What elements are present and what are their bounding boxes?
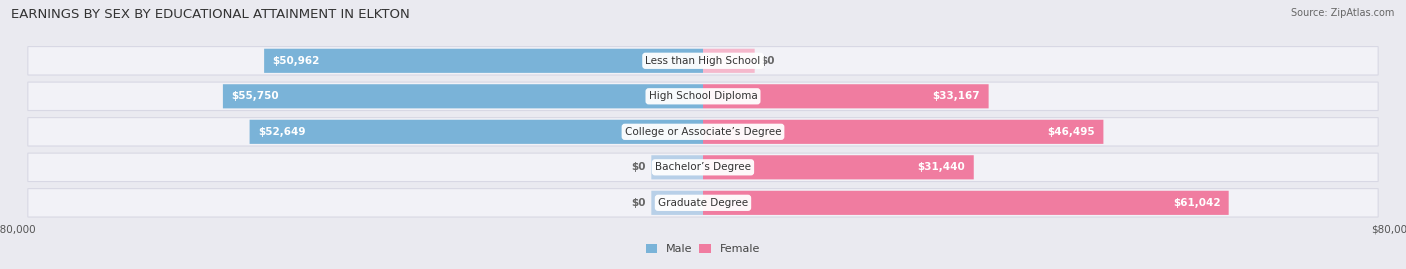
Legend: Male, Female: Male, Female (647, 244, 759, 254)
Text: $52,649: $52,649 (257, 127, 305, 137)
FancyBboxPatch shape (28, 82, 1378, 111)
Text: EARNINGS BY SEX BY EDUCATIONAL ATTAINMENT IN ELKTON: EARNINGS BY SEX BY EDUCATIONAL ATTAINMEN… (11, 8, 411, 21)
FancyBboxPatch shape (250, 120, 703, 144)
Text: Less than High School: Less than High School (645, 56, 761, 66)
Text: Bachelor’s Degree: Bachelor’s Degree (655, 162, 751, 172)
FancyBboxPatch shape (703, 84, 988, 108)
Text: $0: $0 (631, 198, 645, 208)
FancyBboxPatch shape (651, 155, 703, 179)
Text: Graduate Degree: Graduate Degree (658, 198, 748, 208)
Text: $33,167: $33,167 (932, 91, 980, 101)
FancyBboxPatch shape (651, 191, 703, 215)
Text: High School Diploma: High School Diploma (648, 91, 758, 101)
Text: $46,495: $46,495 (1047, 127, 1095, 137)
FancyBboxPatch shape (703, 49, 755, 73)
Text: $61,042: $61,042 (1173, 198, 1220, 208)
Text: $55,750: $55,750 (231, 91, 278, 101)
Text: $0: $0 (631, 162, 645, 172)
FancyBboxPatch shape (703, 120, 1104, 144)
FancyBboxPatch shape (264, 49, 703, 73)
FancyBboxPatch shape (703, 191, 1229, 215)
FancyBboxPatch shape (703, 155, 974, 179)
Text: $50,962: $50,962 (273, 56, 319, 66)
FancyBboxPatch shape (28, 153, 1378, 182)
FancyBboxPatch shape (28, 47, 1378, 75)
FancyBboxPatch shape (28, 189, 1378, 217)
Text: Source: ZipAtlas.com: Source: ZipAtlas.com (1291, 8, 1395, 18)
Text: College or Associate’s Degree: College or Associate’s Degree (624, 127, 782, 137)
FancyBboxPatch shape (224, 84, 703, 108)
FancyBboxPatch shape (28, 118, 1378, 146)
Text: $0: $0 (761, 56, 775, 66)
Text: $31,440: $31,440 (918, 162, 966, 172)
